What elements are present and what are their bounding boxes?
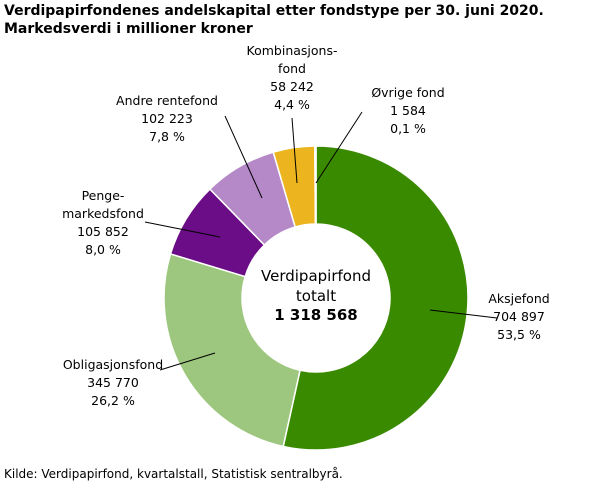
chart-title: Verdipapirfondenes andelskapital etter f… (4, 3, 544, 19)
category-label: Andre rentefond (116, 93, 218, 108)
category-label: Penge- markedsfond (62, 188, 144, 221)
category-label: Obligasjonsfond (62, 357, 164, 372)
value-label: 58 242 (270, 79, 314, 94)
slice-label: Aksjefond 704 897 53,5 % (449, 290, 589, 344)
value-label: 1 584 (390, 103, 426, 118)
value-label: 704 897 (493, 309, 545, 324)
leader-line (291, 117, 298, 184)
percent-label: 26,2 % (91, 393, 135, 408)
slice (282, 145, 469, 451)
slice-label: Kombinasjons- fond 58 242 4,4 % (222, 42, 362, 114)
slice (163, 252, 301, 448)
slice-label: Penge- markedsfond 105 852 8,0 % (33, 187, 173, 259)
value-label: 105 852 (77, 224, 129, 239)
leader-line (159, 352, 216, 371)
leader-line (429, 309, 498, 319)
category-label: Øvrige fond (371, 85, 445, 100)
category-label: Kombinasjons- fond (246, 43, 338, 76)
value-label: 102 223 (141, 111, 193, 126)
percent-label: 0,1 % (390, 121, 426, 136)
category-label: Aksjefond (488, 291, 550, 306)
value-label: 345 770 (87, 375, 139, 390)
percent-label: 53,5 % (497, 327, 541, 342)
slice-label: Andre rentefond 102 223 7,8 % (97, 92, 237, 146)
percent-label: 7,8 % (149, 129, 185, 144)
leader-line (224, 115, 263, 199)
chart-subtitle: Markedsverdi i millioner kroner (4, 21, 253, 37)
slice-label: Øvrige fond 1 584 0,1 % (338, 84, 478, 138)
percent-label: 4,4 % (274, 97, 310, 112)
center-label: Verdipapirfond totalt (261, 267, 371, 305)
source: Kilde: Verdipapirfond, kvartalstall, Sta… (4, 467, 343, 481)
slice-label: Obligasjonsfond 345 770 26,2 % (43, 356, 183, 410)
slice (314, 145, 317, 225)
percent-label: 8,0 % (85, 242, 121, 257)
leader-line (144, 221, 221, 238)
leader-line (315, 111, 363, 184)
center-total: 1 318 568 (274, 306, 358, 324)
